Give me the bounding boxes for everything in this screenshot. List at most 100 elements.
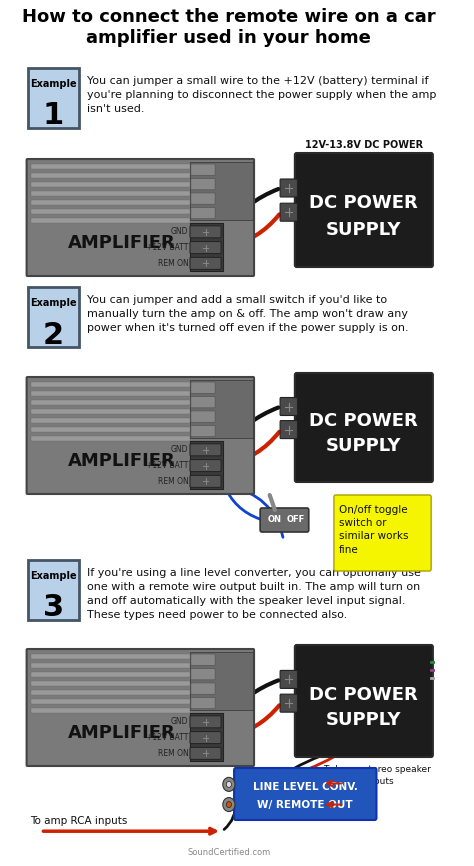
FancyBboxPatch shape — [190, 242, 221, 254]
FancyBboxPatch shape — [295, 645, 433, 757]
Text: 12V-13.8V DC POWER: 12V-13.8V DC POWER — [305, 140, 423, 150]
Text: To amp RCA inputs: To amp RCA inputs — [30, 816, 128, 826]
FancyBboxPatch shape — [280, 421, 298, 438]
FancyBboxPatch shape — [191, 164, 215, 176]
FancyBboxPatch shape — [28, 287, 79, 347]
Circle shape — [223, 798, 235, 811]
FancyBboxPatch shape — [190, 460, 221, 472]
Bar — [31, 173, 190, 178]
Text: DC POWER: DC POWER — [310, 686, 418, 703]
FancyBboxPatch shape — [191, 382, 215, 393]
FancyBboxPatch shape — [191, 654, 215, 665]
FancyBboxPatch shape — [334, 495, 431, 571]
Text: Example: Example — [30, 571, 77, 581]
FancyBboxPatch shape — [190, 444, 221, 456]
Text: Example: Example — [30, 298, 77, 308]
Text: SUPPLY: SUPPLY — [326, 437, 401, 456]
FancyBboxPatch shape — [190, 475, 221, 488]
Circle shape — [226, 781, 231, 787]
Text: GND: GND — [171, 717, 188, 727]
FancyBboxPatch shape — [191, 178, 215, 190]
Text: +12V BATT: +12V BATT — [146, 734, 188, 742]
FancyBboxPatch shape — [190, 747, 221, 759]
Text: DC POWER: DC POWER — [310, 194, 418, 212]
FancyBboxPatch shape — [190, 226, 221, 238]
FancyBboxPatch shape — [280, 397, 298, 416]
FancyBboxPatch shape — [27, 159, 254, 276]
Bar — [31, 382, 190, 387]
FancyBboxPatch shape — [190, 732, 221, 744]
Text: On/off toggle
switch or
similar works
fine: On/off toggle switch or similar works fi… — [339, 505, 409, 554]
Bar — [31, 391, 190, 396]
FancyBboxPatch shape — [191, 697, 215, 708]
Text: GND: GND — [171, 228, 188, 236]
Text: To home stereo speaker
outputs: To home stereo speaker outputs — [323, 765, 431, 785]
Text: How to connect the remote wire on a car
amplifier used in your home: How to connect the remote wire on a car … — [22, 8, 436, 47]
Text: You can jumper and add a small switch if you'd like to
manually turn the amp on : You can jumper and add a small switch if… — [87, 295, 409, 333]
Bar — [31, 708, 190, 713]
Bar — [190, 714, 223, 761]
Text: AMPLIFIER: AMPLIFIER — [68, 724, 176, 742]
Bar — [31, 200, 190, 204]
Text: +12V BATT: +12V BATT — [146, 243, 188, 252]
Bar — [31, 409, 190, 414]
FancyBboxPatch shape — [295, 373, 433, 482]
FancyBboxPatch shape — [28, 68, 79, 128]
FancyBboxPatch shape — [280, 695, 298, 712]
Bar — [31, 182, 190, 187]
Bar — [190, 442, 223, 489]
FancyBboxPatch shape — [27, 377, 254, 494]
Bar — [31, 400, 190, 404]
Text: AMPLIFIER: AMPLIFIER — [68, 234, 176, 252]
Bar — [190, 380, 253, 438]
Text: AMPLIFIER: AMPLIFIER — [68, 452, 176, 469]
FancyBboxPatch shape — [191, 397, 215, 408]
FancyBboxPatch shape — [190, 257, 221, 269]
Text: REM ON: REM ON — [157, 259, 188, 268]
Bar — [190, 223, 223, 271]
Bar — [31, 191, 190, 196]
FancyBboxPatch shape — [28, 560, 79, 620]
Bar — [31, 209, 190, 214]
Text: GND: GND — [171, 445, 188, 455]
FancyBboxPatch shape — [295, 153, 433, 267]
Bar — [31, 217, 190, 223]
Circle shape — [223, 778, 235, 792]
Text: 3: 3 — [43, 593, 64, 623]
Text: 2: 2 — [43, 320, 64, 350]
FancyBboxPatch shape — [260, 508, 309, 532]
Bar — [31, 672, 190, 677]
Text: If you're using a line level converter, you can optionally use
one with a remote: If you're using a line level converter, … — [87, 568, 421, 620]
Text: Example: Example — [30, 79, 77, 89]
Bar — [31, 427, 190, 432]
FancyBboxPatch shape — [27, 649, 254, 766]
Bar — [31, 417, 190, 423]
FancyBboxPatch shape — [280, 670, 298, 688]
Bar — [31, 699, 190, 704]
FancyBboxPatch shape — [191, 410, 215, 423]
Bar — [31, 681, 190, 686]
Text: ON: ON — [268, 515, 282, 525]
Text: LINE LEVEL CONV.: LINE LEVEL CONV. — [253, 782, 358, 792]
Text: +12V BATT: +12V BATT — [146, 461, 188, 470]
Circle shape — [226, 802, 231, 808]
Bar — [31, 690, 190, 695]
FancyBboxPatch shape — [191, 425, 215, 436]
Text: OFF: OFF — [287, 515, 305, 525]
Text: W/ REMOTE OUT: W/ REMOTE OUT — [257, 799, 353, 810]
Text: SoundCertified.com: SoundCertified.com — [187, 848, 271, 857]
FancyBboxPatch shape — [191, 193, 215, 204]
Text: SUPPLY: SUPPLY — [326, 712, 401, 729]
FancyBboxPatch shape — [190, 716, 221, 727]
Text: You can jumper a small wire to the +12V (battery) terminal if
you're planning to: You can jumper a small wire to the +12V … — [87, 76, 437, 114]
Bar — [31, 654, 190, 659]
Text: SUPPLY: SUPPLY — [326, 221, 401, 239]
FancyBboxPatch shape — [191, 207, 215, 219]
Bar — [190, 652, 253, 710]
Bar — [31, 436, 190, 441]
FancyBboxPatch shape — [191, 683, 215, 695]
Text: 1: 1 — [43, 101, 64, 131]
FancyBboxPatch shape — [280, 204, 298, 221]
Bar — [190, 162, 253, 220]
FancyBboxPatch shape — [234, 768, 376, 820]
